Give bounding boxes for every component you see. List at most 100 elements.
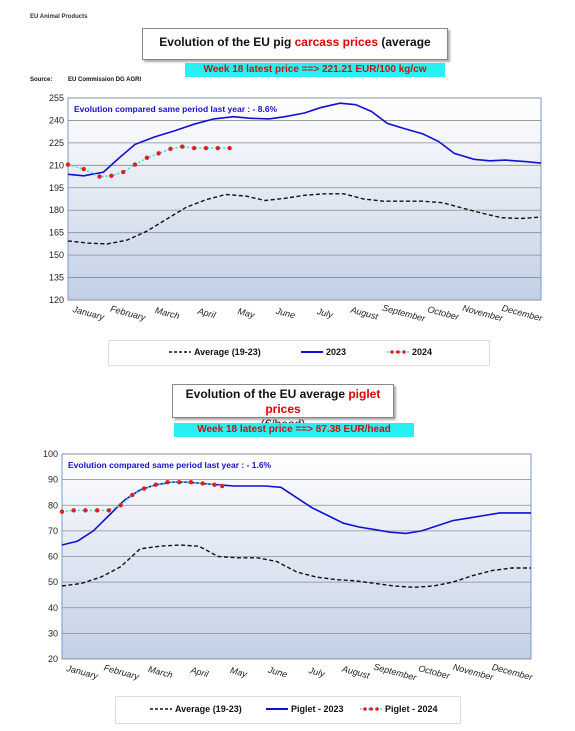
series-point-2024 — [227, 145, 232, 151]
series-point-2024 — [191, 145, 197, 151]
series-point-2024 — [59, 509, 65, 514]
series-point-2024 — [120, 169, 126, 175]
x-tick-label: January — [71, 304, 106, 322]
chart2-title: Evolution of the EU average piglet price… — [173, 387, 393, 417]
chart2-legend-label-average: Average (19-23) — [175, 704, 242, 714]
y-tick-label: 90 — [48, 475, 58, 485]
series-point-2024 — [144, 155, 150, 161]
y-tick-label: 120 — [49, 295, 64, 305]
chart2-title-box: Evolution of the EU average piglet price… — [172, 384, 394, 431]
series-point-2024 — [212, 482, 217, 487]
chart2-latest-price-banner: Week 18 latest price ==> 87.38 EUR/head — [174, 423, 414, 437]
series-point-2024 — [200, 481, 205, 486]
series-point-2024 — [132, 162, 138, 167]
chart2-title-highlight: piglet prices — [265, 387, 381, 416]
chart2-legend-label-2024: Piglet - 2024 — [385, 704, 438, 714]
x-tick-label: April — [196, 306, 218, 321]
x-tick-label: October — [426, 304, 460, 322]
y-tick-label: 135 — [49, 273, 64, 283]
series-line-2023 — [67, 102, 542, 177]
x-tick-label: November — [452, 662, 496, 683]
x-tick-label: September — [381, 303, 427, 324]
series-point-2024 — [177, 479, 182, 485]
y-tick-label: 60 — [48, 552, 58, 562]
y-tick-label: 180 — [49, 205, 64, 215]
series-line-average — [61, 544, 531, 589]
chart1-legend-item-2024: 2024 — [387, 347, 432, 357]
chart2-legend-item-2024: Piglet - 2024 — [360, 704, 438, 714]
x-tick-label: July — [307, 665, 326, 679]
x-tick-label: July — [315, 306, 334, 320]
y-tick-label: 150 — [49, 250, 64, 260]
series-point-2024 — [153, 482, 158, 487]
series-point-2024 — [71, 508, 76, 513]
series-line-average — [67, 193, 542, 245]
y-tick-label: 225 — [49, 138, 64, 148]
x-tick-label: May — [237, 306, 256, 320]
chart1-legend-label-2023: 2023 — [326, 347, 347, 357]
x-tick-label: January — [65, 663, 100, 681]
chart1-latest-price-banner: Week 18 latest price ==> 221.21 EUR/100 … — [185, 63, 445, 77]
x-tick-label: March — [154, 305, 181, 321]
x-tick-label: June — [266, 664, 288, 679]
chart2-svg: 20 30 40 50 60 70 80 90 100 January February March A… — [43, 449, 535, 683]
series-point-2024 — [168, 146, 173, 152]
x-tick-label: June — [274, 305, 296, 320]
x-tick-label: April — [189, 665, 211, 680]
y-tick-label: 30 — [48, 628, 58, 638]
series-point-2024 — [215, 145, 220, 151]
series-point-2024 — [65, 162, 71, 167]
x-tick-label: October — [417, 663, 451, 681]
chart1-legend-item-2023: 2023 — [301, 347, 346, 357]
chart1-legend-label-2024: 2024 — [412, 347, 433, 357]
y-tick-label: 195 — [49, 183, 64, 193]
chart1-source-text: EU Commission DG AGRI — [68, 77, 142, 83]
annotation-text: Evolution compared same period last year… — [74, 104, 278, 114]
chart1-legend-label-average: Average (19-23) — [194, 347, 261, 357]
chart1-title-box: Evolution of the EU pig carcass prices (… — [142, 28, 448, 75]
x-tick-label: February — [109, 304, 147, 323]
y-tick-label: 20 — [48, 654, 58, 664]
chart1-title-highlight: carcass prices — [294, 35, 379, 49]
chart1-title-prefix: Evolution of the EU pig — [159, 35, 295, 49]
y-tick-label: 100 — [43, 449, 58, 459]
chart1-source: Source: EU Commission DG AGRI — [30, 77, 141, 83]
x-tick-label: February — [103, 663, 141, 682]
x-tick-label: December — [491, 662, 535, 683]
y-tick-label: 40 — [48, 603, 58, 613]
series-point-2024 — [180, 144, 185, 149]
series-point-2024 — [109, 173, 114, 179]
series-point-2024 — [94, 508, 100, 513]
chart2-legend: Average (19-23) Piglet - 2023 Piglet - 2… — [115, 696, 461, 724]
chart1-source-label: Source: — [30, 77, 53, 83]
series-point-2024 — [203, 145, 209, 151]
x-tick-label: May — [229, 665, 248, 679]
x-tick-label: March — [147, 664, 174, 680]
x-tick-label: September — [372, 662, 418, 683]
series-point-2024 — [97, 174, 102, 179]
y-tick-label: 80 — [48, 500, 58, 510]
chart2-legend-item-average: Average (19-23) — [150, 704, 242, 714]
x-tick-label: December — [501, 303, 545, 324]
chart1-svg: 120 135 150 165 180 195 210 225 240 255 January Feb… — [49, 93, 545, 324]
plot-area — [67, 97, 542, 301]
x-tick-label: November — [461, 303, 505, 324]
series-point-2024 — [188, 479, 194, 485]
chart2-title-prefix: Evolution of the EU average — [185, 387, 349, 401]
series-point-2024 — [118, 503, 123, 508]
chart2-legend-label-2023: Piglet - 2023 — [291, 704, 344, 714]
series-point-2024 — [83, 508, 88, 513]
y-tick-label: 240 — [49, 115, 64, 125]
x-tick-label: August — [340, 663, 371, 680]
series-point-2024 — [106, 508, 112, 513]
chart1-legend-item-average: Average (19-23) — [169, 347, 261, 357]
y-tick-label: 210 — [49, 160, 64, 170]
series-point-2024 — [220, 483, 225, 489]
y-tick-label: 255 — [49, 93, 64, 103]
series-point-2024 — [81, 166, 86, 172]
series-point-2024 — [130, 492, 135, 498]
y-tick-label: 50 — [48, 577, 58, 587]
y-tick-label: 165 — [49, 228, 64, 238]
series-point-2024 — [165, 479, 170, 485]
y-tick-label: 70 — [48, 526, 58, 536]
